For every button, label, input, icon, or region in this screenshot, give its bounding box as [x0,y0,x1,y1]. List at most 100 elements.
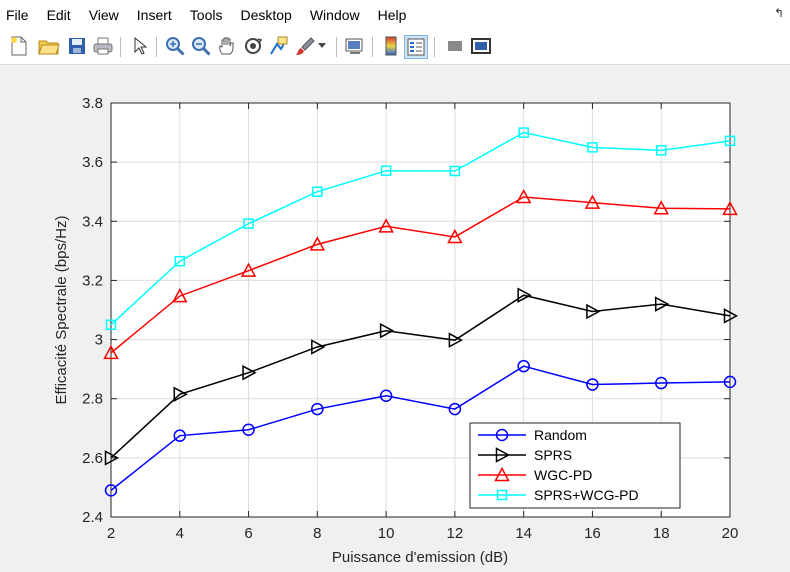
data-point [104,450,120,466]
legend-marker [495,428,509,442]
legend-box [469,422,681,509]
pan-icon[interactable] [216,35,238,57]
menu-help[interactable]: Help [377,7,407,23]
open-folder-icon[interactable] [38,35,60,57]
x-tick-label: 14 [515,525,532,542]
data-point [654,296,670,312]
colorbar-icon[interactable] [380,35,402,57]
data-point [586,378,599,391]
y-tick-label: 3.6 [82,154,103,171]
menu-tools[interactable]: Tools [189,7,223,23]
data-point [380,165,392,176]
y-axis-label: Efficacité Spectrale (bps/Hz) [53,216,70,405]
data-point [723,308,739,324]
data-point [174,255,186,267]
figure-toolbar [0,30,790,65]
data-point [447,228,463,244]
data-point [104,484,118,497]
pointer-icon[interactable] [128,35,150,57]
menu-desktop[interactable]: Desktop [240,7,292,23]
data-point [655,145,667,156]
data-point [379,389,393,403]
series-2 [103,188,738,360]
data-point [515,188,532,204]
y-tick-label: 2.6 [82,450,103,467]
x-tick-label: 16 [584,525,601,542]
y-tick-label: 2.4 [82,509,103,526]
y-tick-label: 3.8 [82,95,103,112]
menu-insert[interactable]: Insert [136,7,172,23]
new-file-icon[interactable] [8,35,30,57]
legend-marker [495,447,511,463]
legend-label: SPRS [534,447,572,463]
x-tick-label: 8 [313,525,321,542]
x-tick-label: 18 [653,525,670,542]
data-point [722,200,738,216]
data-point [723,375,737,389]
data-point [172,288,188,303]
legend-marker [496,489,508,501]
menu-window[interactable]: Window [309,7,360,23]
series-line [110,196,731,354]
link-plot-icon[interactable] [344,35,366,57]
data-cursor-icon[interactable] [268,35,290,57]
legend-icon[interactable] [404,35,428,59]
show-plot-tools-icon[interactable] [470,35,492,57]
series-0 [104,359,737,497]
dock-arrow-icon[interactable]: ↰ [773,6,784,20]
legend-marker [494,466,510,482]
x-tick-label: 20 [722,525,739,542]
zoom-in-icon[interactable] [164,35,186,57]
series-line [110,131,731,326]
save-icon[interactable] [66,35,88,57]
data-point [587,142,598,153]
axes-box [110,102,731,518]
zoom-out-icon[interactable] [190,35,212,57]
data-point [518,127,529,138]
menu-file[interactable]: File [6,7,29,23]
y-tick-label: 3.2 [82,272,103,289]
data-point [517,359,530,373]
chevron-down-icon[interactable] [316,35,328,57]
series-3 [105,127,736,331]
data-point [653,200,669,215]
data-point [173,386,188,403]
series-line [110,294,731,459]
data-point [449,165,461,177]
x-tick-label: 4 [176,525,184,542]
y-tick-label: 3.4 [82,213,103,230]
legend-label: Random [534,427,587,443]
x-tick-label: 12 [447,525,464,542]
data-point [517,287,532,303]
menu-bar: File Edit View Insert Tools Desktop Wind… [0,0,790,30]
toolbar-separator [372,37,373,57]
toolbar-separator [434,37,435,57]
series-line [110,365,731,491]
y-tick-label: 3 [95,332,103,349]
x-tick-label: 10 [378,525,395,542]
toolbar-separator [156,37,157,57]
toolbar-separator [120,37,121,57]
data-point [242,364,257,381]
data-point [312,186,323,197]
rotate-3d-icon[interactable] [242,35,264,57]
x-tick-label: 6 [244,525,252,542]
data-point [311,339,326,355]
hide-plot-tools-icon[interactable] [444,35,466,57]
data-point [103,344,119,360]
menu-view[interactable]: View [88,7,119,23]
legend-label: SPRS+WCG-PD [534,487,639,503]
print-icon[interactable] [92,35,114,57]
x-axis-label: Puissance d'emission (dB) [332,549,508,566]
data-point [448,402,462,416]
data-point [584,194,601,209]
data-point [378,218,394,233]
toolbar-separator [336,37,337,57]
figure-canvas: 2 4 6 8 10 12 14 16 18 20 2.4 2.6 2.8 3 3.2 3.4 3.6 3.8 P… [0,65,790,572]
data-point [654,376,668,390]
brush-icon[interactable] [294,35,316,57]
data-point [243,218,254,229]
series-1 [104,287,739,466]
line-chart: 2 4 6 8 10 12 14 16 18 20 2.4 2.6 2.8 3 3.2 3.4 3.6 3.8 P… [0,65,790,572]
menu-edit[interactable]: Edit [46,7,71,23]
